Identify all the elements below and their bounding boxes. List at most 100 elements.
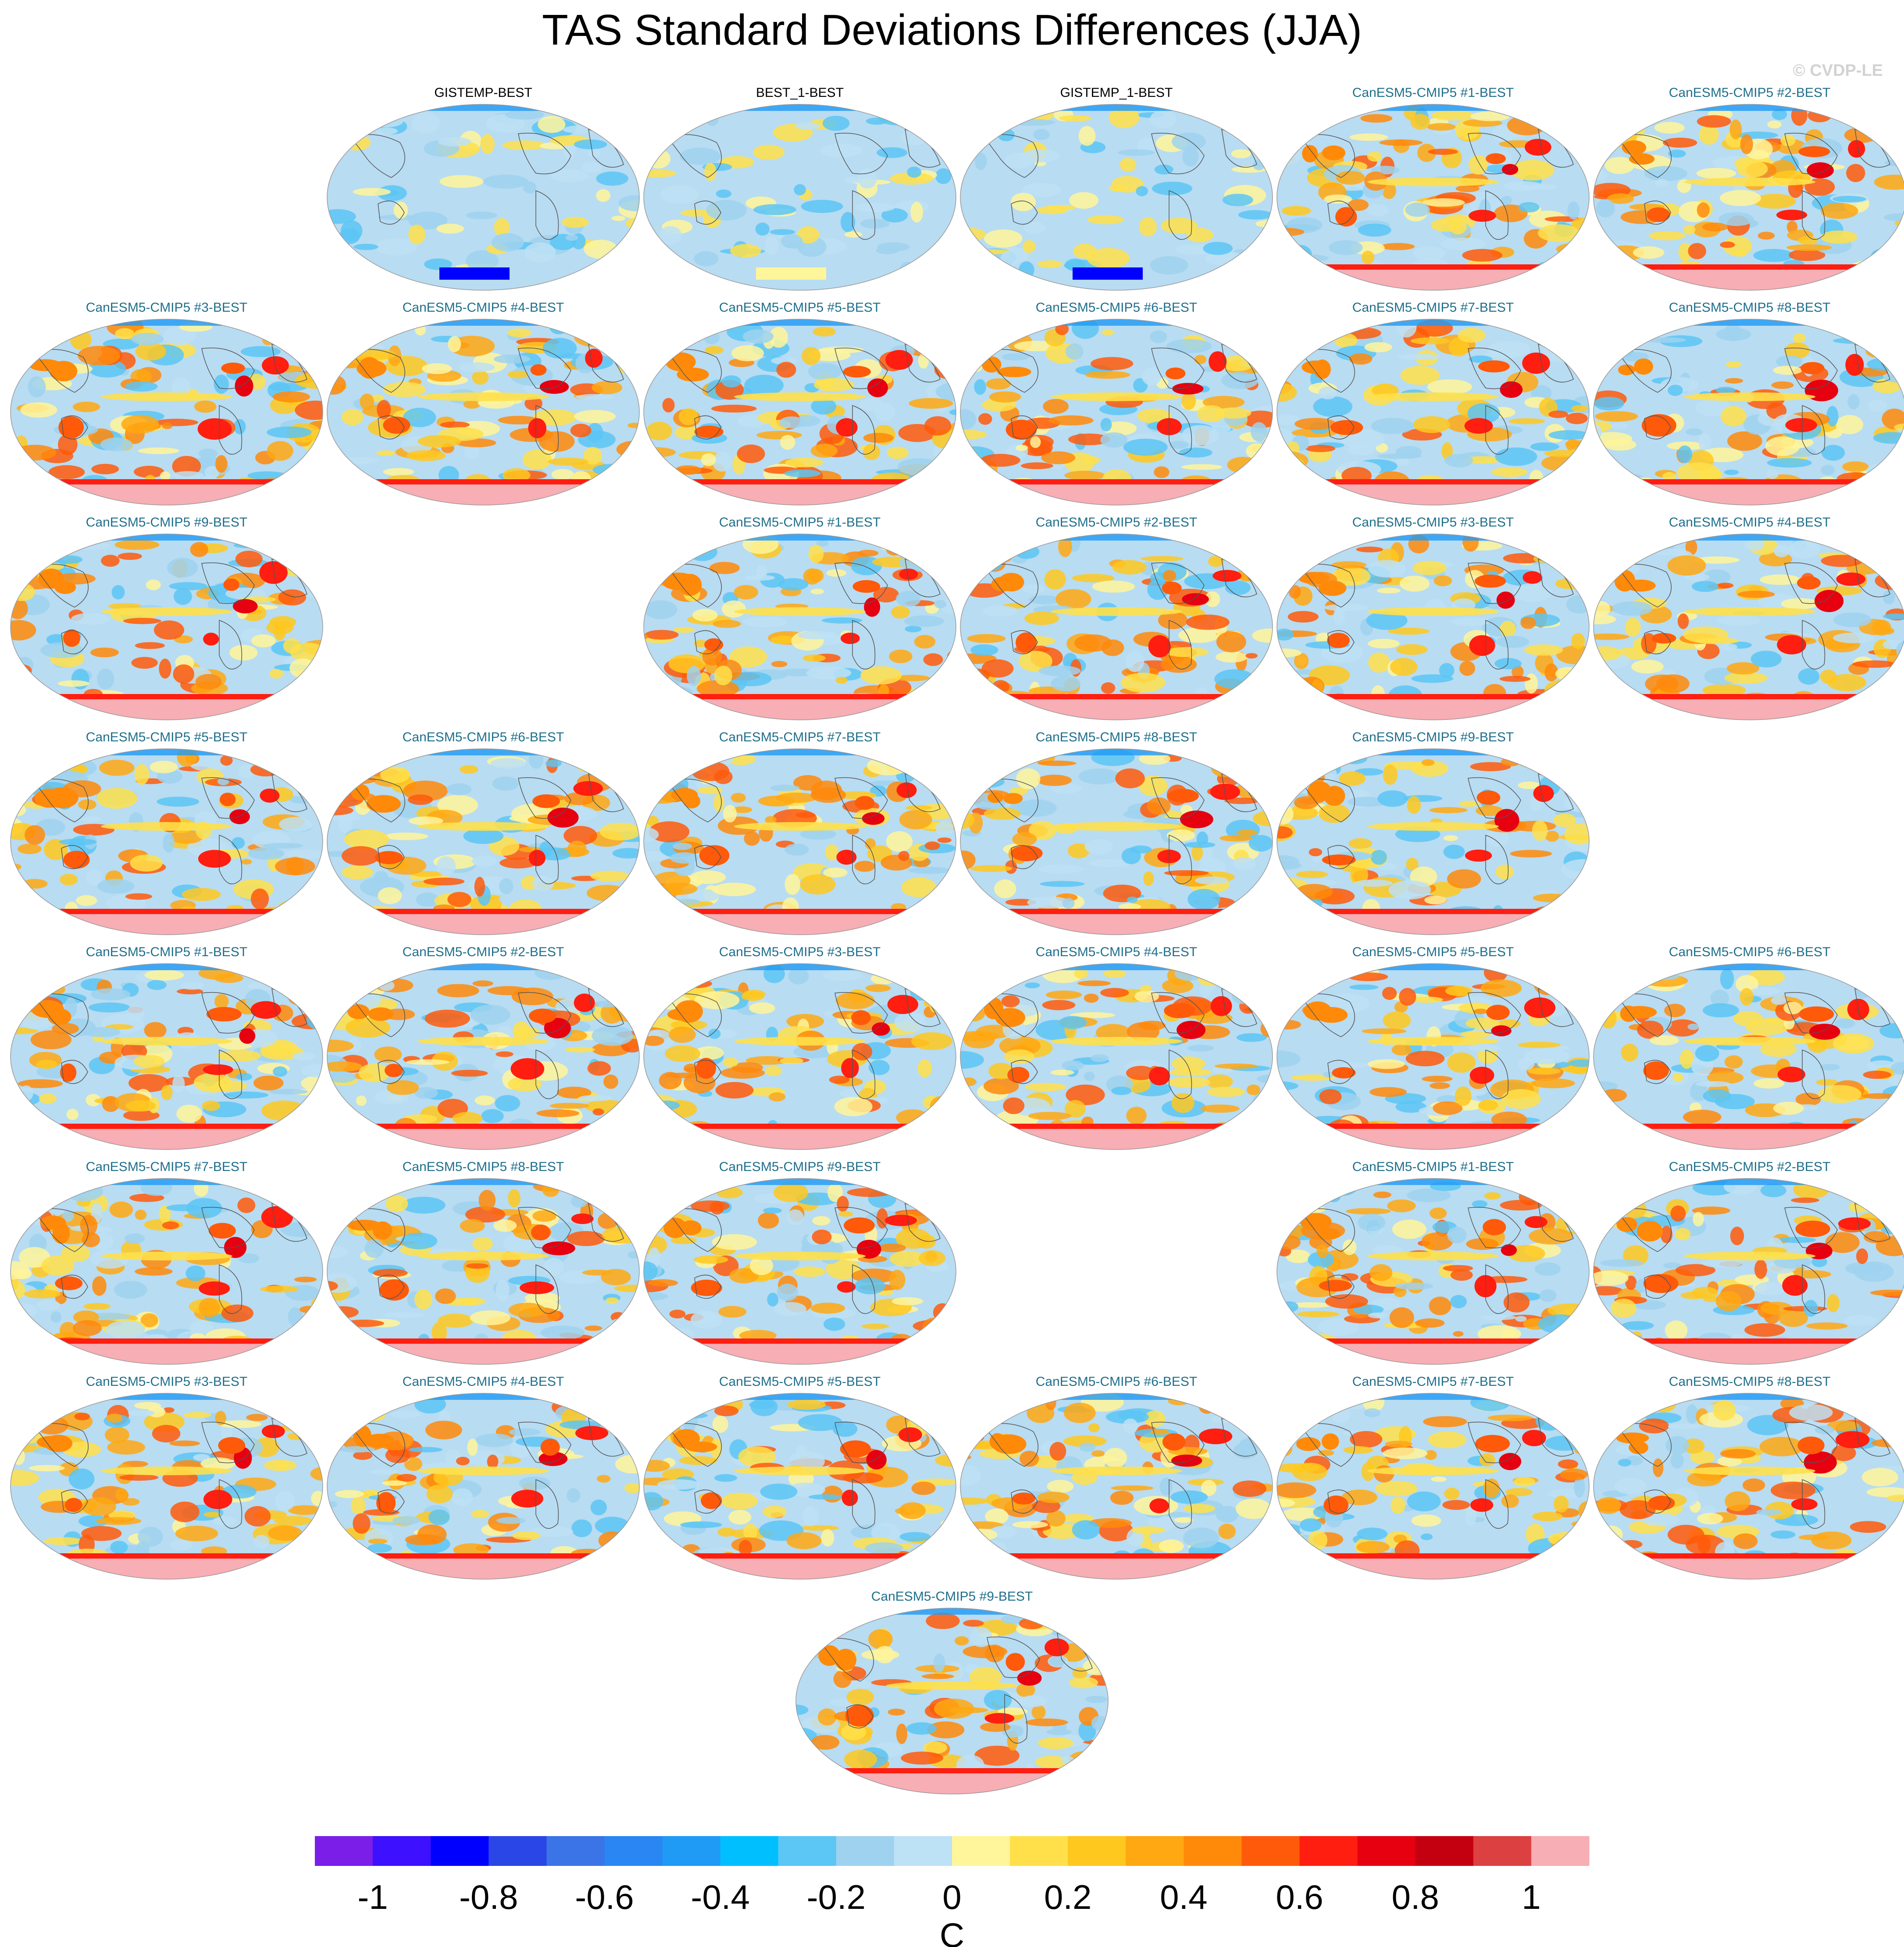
field-patch bbox=[150, 761, 178, 773]
field-patch bbox=[1754, 1281, 1786, 1296]
map-plot bbox=[1593, 319, 1904, 505]
field-patch bbox=[760, 1484, 798, 1500]
field-patch bbox=[1484, 1192, 1501, 1200]
field-hotspot bbox=[1777, 635, 1807, 655]
field-patch bbox=[1594, 1324, 1605, 1335]
field-patch bbox=[604, 1394, 639, 1411]
field-patch bbox=[182, 888, 221, 901]
field-patch bbox=[1031, 1705, 1046, 1719]
field-patch bbox=[1431, 110, 1475, 121]
coastline bbox=[535, 1264, 559, 1314]
field-patch bbox=[1366, 611, 1408, 630]
field-patch bbox=[1697, 202, 1710, 218]
field-patch bbox=[1538, 1314, 1582, 1334]
field-patch bbox=[1424, 896, 1447, 904]
field-patch bbox=[1421, 1232, 1453, 1251]
field-patch bbox=[1048, 415, 1094, 426]
panel-title: CanESM5-CMIP5 #8-BEST bbox=[1035, 730, 1198, 744]
field-patch bbox=[90, 648, 119, 658]
field-patch bbox=[161, 1085, 173, 1100]
field-patch bbox=[1214, 1063, 1258, 1069]
panel-title: CanESM5-CMIP5 #3-BEST bbox=[86, 1374, 248, 1389]
field-patch bbox=[1166, 339, 1212, 353]
field-hotspot bbox=[701, 1492, 722, 1509]
field-patch bbox=[474, 876, 485, 897]
field-patch bbox=[868, 1060, 890, 1075]
field-hotspot bbox=[1172, 383, 1204, 395]
field-patch bbox=[471, 855, 497, 867]
field-patch bbox=[1111, 176, 1144, 193]
field-hotspot bbox=[197, 418, 232, 440]
field-patch bbox=[1415, 1318, 1445, 1328]
field-patch bbox=[1346, 1208, 1391, 1215]
field-patch bbox=[344, 897, 364, 918]
field-patch bbox=[1025, 1718, 1068, 1726]
coastline bbox=[1011, 845, 1038, 869]
field-patch bbox=[1604, 535, 1629, 552]
colorbar-swatch bbox=[373, 1836, 431, 1866]
map-plot bbox=[327, 104, 640, 291]
field-patch bbox=[494, 218, 510, 237]
field-band bbox=[417, 1252, 549, 1260]
field-patch bbox=[1382, 182, 1396, 199]
field-patch bbox=[802, 1506, 819, 1527]
field-patch bbox=[1649, 1393, 1677, 1413]
field-patch bbox=[833, 1670, 852, 1688]
field-patch bbox=[286, 682, 323, 694]
field-patch bbox=[233, 542, 266, 548]
field-patch bbox=[1720, 643, 1737, 651]
field-patch bbox=[1088, 859, 1132, 868]
field-patch bbox=[1168, 1077, 1210, 1088]
field-patch bbox=[123, 618, 161, 624]
field-patch bbox=[1087, 248, 1130, 269]
field-patch bbox=[936, 1529, 956, 1538]
coastline bbox=[518, 347, 571, 389]
field-patch bbox=[512, 1531, 541, 1540]
field-patch bbox=[1385, 1441, 1412, 1448]
field-patch bbox=[812, 1216, 831, 1226]
field-patch bbox=[651, 1100, 666, 1121]
field-patch bbox=[436, 224, 464, 234]
field-patch bbox=[408, 794, 433, 805]
field-patch bbox=[810, 787, 846, 803]
field-patch bbox=[483, 174, 528, 189]
field-hotspot bbox=[1016, 632, 1037, 653]
panel-title: CanESM5-CMIP5 #8-BEST bbox=[1669, 300, 1831, 315]
field-patch bbox=[540, 1325, 585, 1340]
field-patch bbox=[1164, 647, 1209, 657]
field-band bbox=[101, 1252, 232, 1260]
field-patch bbox=[134, 764, 150, 785]
map-panel: CanESM5-CMIP5 #2-BEST bbox=[959, 515, 1274, 726]
field-patch bbox=[96, 1517, 142, 1525]
field-patch bbox=[1820, 203, 1858, 219]
field-patch bbox=[1532, 1511, 1563, 1521]
coastline bbox=[518, 777, 571, 819]
field-patch bbox=[1833, 1033, 1874, 1054]
field-patch bbox=[1515, 1316, 1527, 1322]
map-outline bbox=[327, 1393, 640, 1580]
field-patch bbox=[375, 238, 417, 256]
field-patch bbox=[1833, 632, 1875, 644]
field-patch bbox=[1699, 125, 1719, 145]
field-patch bbox=[778, 578, 809, 591]
field-patch bbox=[1072, 574, 1115, 583]
field-patch bbox=[1024, 612, 1059, 625]
coastline bbox=[1485, 619, 1509, 669]
field-hotspot bbox=[1212, 570, 1241, 582]
field-patch bbox=[811, 398, 837, 415]
field-patch bbox=[1537, 262, 1555, 269]
field-patch bbox=[1513, 583, 1552, 602]
field-patch bbox=[1666, 1019, 1699, 1037]
field-patch bbox=[1531, 1078, 1575, 1089]
field-patch bbox=[1085, 371, 1130, 379]
field-patch bbox=[1766, 402, 1787, 419]
field-patch bbox=[195, 674, 222, 690]
field-patch bbox=[11, 899, 39, 915]
antarctic-anomaly bbox=[756, 267, 826, 280]
field-patch bbox=[345, 1017, 391, 1038]
field-patch bbox=[1883, 613, 1904, 619]
coastline bbox=[1169, 1049, 1192, 1099]
colorbar-swatch bbox=[1357, 1836, 1416, 1866]
field-patch bbox=[914, 635, 936, 649]
field-patch bbox=[615, 1455, 639, 1474]
